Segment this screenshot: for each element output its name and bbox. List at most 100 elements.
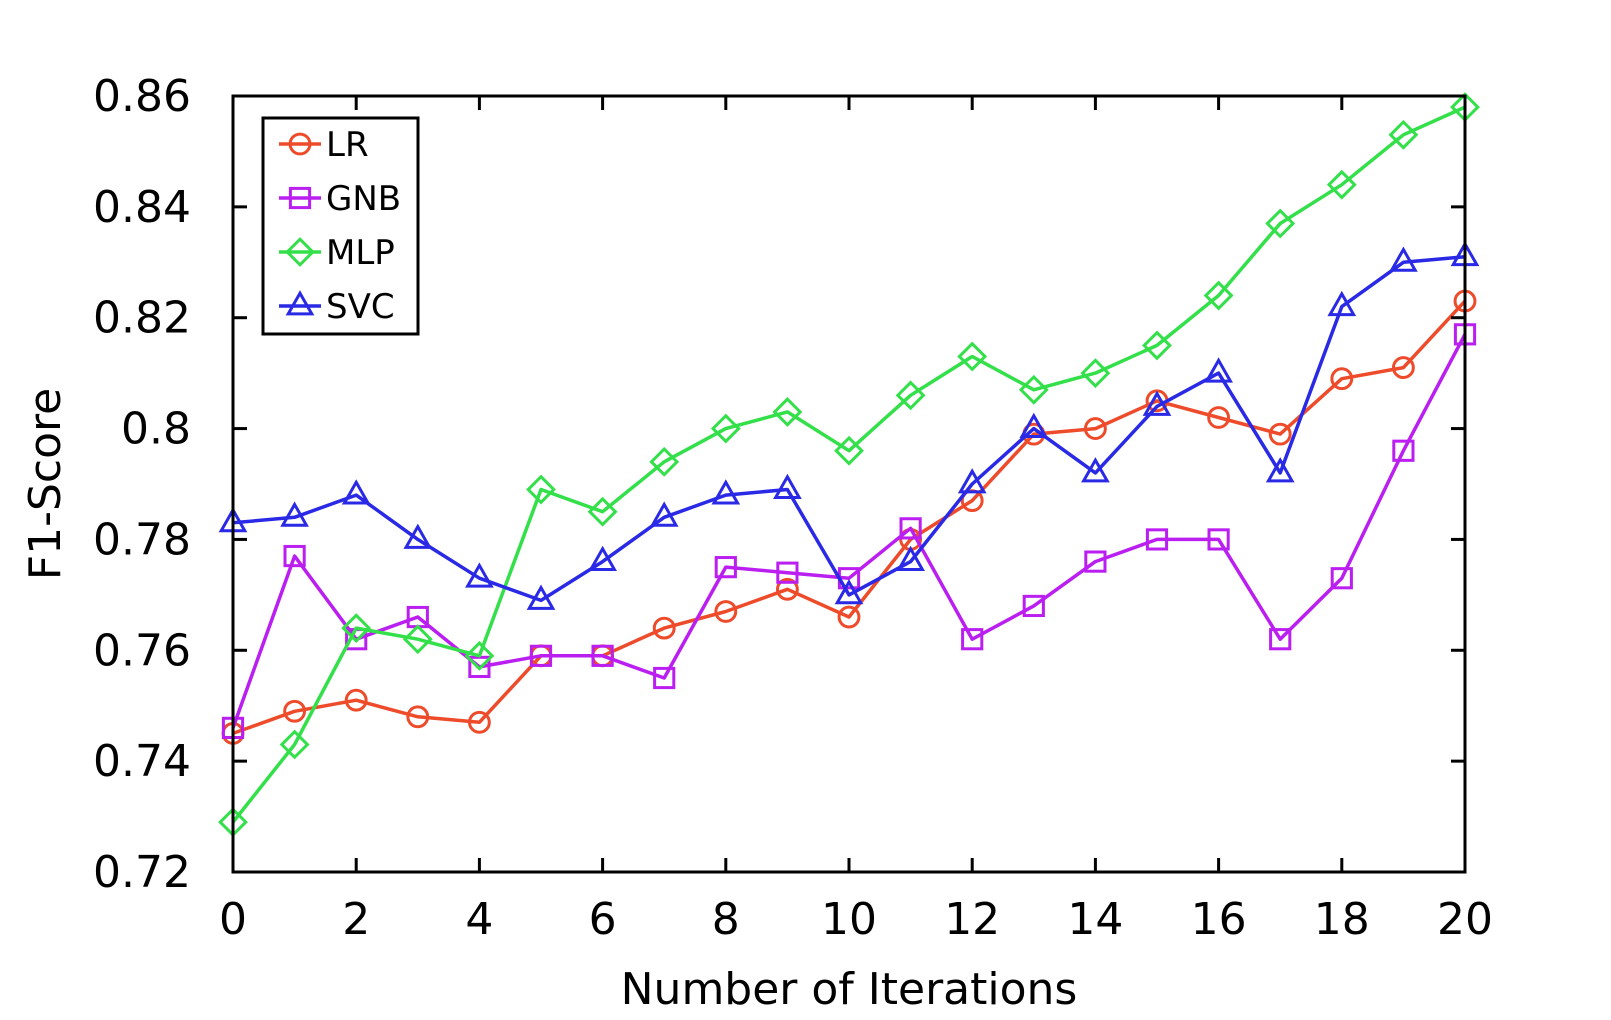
point-lr	[837, 605, 861, 629]
legend-marker-gnb	[288, 186, 312, 210]
point-svc	[896, 545, 925, 572]
legend-label-mlp: MLP	[326, 233, 395, 273]
point-svc	[280, 501, 309, 527]
point-svc	[1327, 290, 1357, 317]
point-mlp	[649, 446, 680, 477]
point-lr	[344, 688, 368, 712]
point-svc	[1265, 457, 1295, 483]
point-lr	[406, 705, 430, 729]
legend-item-lr: LR	[279, 125, 369, 165]
point-gnb	[1269, 628, 1292, 651]
x-tick-label: 10	[821, 894, 877, 945]
point-mlp	[1265, 208, 1296, 239]
y-tick-label: 0.78	[93, 514, 191, 565]
point-mlp	[279, 729, 310, 760]
point-gnb	[1330, 567, 1353, 590]
point-gnb	[653, 666, 676, 690]
point-mlp	[402, 624, 433, 655]
point-gnb	[1022, 594, 1045, 618]
x-tick-label: 2	[342, 894, 370, 945]
point-gnb	[1207, 528, 1230, 551]
series-gnb	[221, 323, 1477, 739]
point-svc	[1081, 457, 1110, 483]
point-svc	[403, 523, 433, 549]
point-svc	[1019, 412, 1049, 439]
point-svc	[1389, 246, 1418, 272]
point-mlp	[1388, 119, 1419, 150]
point-mlp	[1203, 280, 1234, 311]
point-svc	[465, 562, 494, 588]
x-tick-label: 14	[1067, 894, 1123, 945]
point-mlp	[834, 435, 864, 466]
legend-item-svc: SVC	[279, 287, 395, 327]
point-svc	[1142, 390, 1172, 416]
x-tick-label: 8	[712, 894, 740, 945]
y-tick-label: 0.74	[93, 736, 191, 787]
y-axis-title: F1-Score	[20, 388, 71, 580]
point-gnb	[776, 561, 799, 584]
x-axis-ticks: 0 2 4 6 8 10 12 14 16 18 20	[219, 96, 1493, 945]
y-tick-label: 0.72	[93, 847, 191, 898]
point-svc	[649, 501, 679, 527]
point-lr	[467, 710, 491, 734]
series-line-svc	[232, 254, 1466, 603]
point-gnb	[529, 644, 553, 667]
point-gnb	[283, 544, 306, 568]
legend-item-gnb: GNB	[279, 179, 401, 219]
x-tick-label: 20	[1437, 894, 1493, 945]
point-svc	[588, 545, 617, 572]
point-mlp	[1142, 330, 1172, 361]
point-svc	[711, 479, 741, 505]
y-tick-label: 0.84	[93, 182, 191, 233]
x-tick-label: 4	[465, 894, 493, 945]
point-svc	[834, 579, 864, 605]
point-mlp	[526, 474, 556, 505]
point-svc	[773, 473, 802, 499]
point-gnb	[961, 628, 984, 651]
y-tick-label: 0.82	[93, 293, 191, 344]
series-line-lr	[232, 299, 1467, 736]
point-gnb	[899, 517, 922, 540]
y-tick-label: 0.8	[121, 404, 191, 455]
point-mlp	[464, 640, 495, 671]
point-gnb	[1392, 439, 1415, 462]
y-tick-label: 0.86	[93, 71, 191, 122]
series-svc	[218, 240, 1480, 610]
series-mlp	[218, 92, 1480, 838]
x-tick-label: 6	[589, 894, 617, 945]
point-gnb	[1084, 550, 1107, 573]
y-axis-ticks: 0.72 0.74 0.76 0.78 0.8 0.82 0.84 0.86	[93, 71, 1465, 898]
point-mlp	[341, 613, 372, 644]
point-lr	[1207, 406, 1231, 429]
legend: LR GNB MLP SVC	[261, 116, 420, 336]
legend-box	[261, 116, 420, 336]
legend-marker-lr	[288, 132, 312, 156]
legend-marker-svc	[285, 290, 315, 316]
x-axis-title: Number of Iterations	[621, 964, 1078, 1015]
legend-item-mlp: MLP	[279, 233, 395, 273]
x-tick-label: 18	[1314, 894, 1370, 945]
series-line-mlp	[231, 105, 1466, 824]
legend-label-lr: LR	[326, 125, 369, 165]
point-lr	[775, 577, 799, 601]
point-mlp	[1326, 169, 1357, 200]
point-gnb	[591, 644, 614, 667]
point-mlp	[710, 413, 741, 444]
point-mlp	[1018, 374, 1049, 405]
x-tick-label: 12	[944, 894, 1000, 945]
point-lr	[652, 616, 676, 640]
point-mlp	[587, 496, 618, 527]
point-mlp	[957, 341, 988, 372]
point-lr	[1268, 422, 1292, 446]
x-tick-label: 0	[219, 894, 247, 945]
point-lr	[283, 699, 307, 723]
point-svc	[1204, 357, 1233, 383]
point-svc	[957, 468, 987, 494]
point-mlp	[1080, 358, 1111, 389]
legend-marker-mlp	[285, 237, 315, 267]
point-lr	[1391, 356, 1415, 380]
series-lr	[221, 289, 1477, 745]
point-svc	[526, 584, 556, 610]
series-layer	[218, 92, 1480, 838]
